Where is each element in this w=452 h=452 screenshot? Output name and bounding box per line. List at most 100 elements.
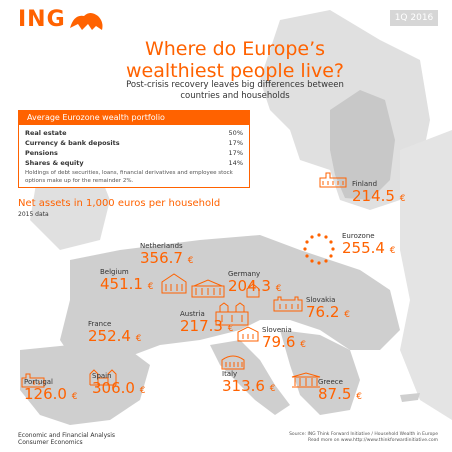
country-slovenia: Slovenia 79.6 € bbox=[262, 326, 306, 353]
currency-symbol: € bbox=[344, 310, 350, 320]
country-value: 79.6 € bbox=[262, 334, 306, 353]
country-name: Finland bbox=[352, 180, 378, 188]
footer-source-line: Source: ING Think Forward Initiative / H… bbox=[289, 432, 438, 437]
country-value: 306.0 € bbox=[92, 380, 145, 399]
portfolio-heading: Average Eurozone wealth portfolio bbox=[19, 111, 249, 125]
currency-symbol: € bbox=[399, 194, 406, 204]
country-germany: Germany 204.3 € bbox=[228, 270, 281, 297]
value-number: 76.2 bbox=[306, 303, 340, 321]
country-value: 451.1 € bbox=[100, 276, 153, 295]
eurozone-stars-icon bbox=[303, 233, 335, 265]
country-austria: Austria 217.3 € bbox=[180, 310, 233, 337]
germany-landmark-icon bbox=[191, 279, 225, 298]
country-value: 214.5 € bbox=[352, 188, 405, 207]
currency-symbol: € bbox=[135, 334, 142, 344]
currency-symbol: € bbox=[389, 246, 396, 256]
country-value: 126.0 € bbox=[24, 386, 77, 405]
country-value: 252.4 € bbox=[88, 328, 141, 347]
value-number: 204.3 bbox=[228, 277, 271, 295]
footer-line-2: Consumer Economics bbox=[18, 439, 83, 446]
currency-symbol: € bbox=[227, 324, 234, 334]
value-number: 252.4 bbox=[88, 327, 131, 345]
country-name: Portugal bbox=[24, 378, 53, 386]
country-value: 313.6 € bbox=[222, 378, 275, 397]
page-subtitle: Post-crisis recovery leaves big differen… bbox=[100, 80, 370, 102]
country-eurozone: Eurozone 255.4 € bbox=[342, 232, 395, 259]
portfolio-box: Average Eurozone wealth portfolio Real e… bbox=[18, 110, 250, 188]
portfolio-row-value: 17% bbox=[228, 149, 243, 157]
country-france: France 252.4 € bbox=[88, 320, 141, 347]
portugal-landmark-icon bbox=[21, 373, 45, 388]
value-number: 356.7 bbox=[140, 249, 183, 267]
footer-source: Source: ING Think Forward Initiative / H… bbox=[268, 432, 438, 444]
value-number: 255.4 bbox=[342, 239, 385, 257]
country-value: 87.5 € bbox=[318, 386, 362, 405]
portfolio-note: Holdings of debt securities, loans, fina… bbox=[25, 170, 233, 184]
greece-landmark-icon bbox=[291, 372, 321, 388]
value-number: 306.0 bbox=[92, 379, 135, 397]
currency-symbol: € bbox=[356, 392, 362, 402]
country-value: 76.2 € bbox=[306, 304, 350, 323]
finland-landmark-icon bbox=[319, 172, 347, 188]
portfolio-row-label: Currency & bank deposits bbox=[25, 139, 120, 147]
portfolio-row-value: 17% bbox=[228, 139, 243, 147]
spain-landmark-icon bbox=[89, 369, 117, 386]
slovakia-landmark-icon bbox=[273, 296, 303, 312]
country-name: Slovakia bbox=[306, 296, 336, 304]
portfolio-row: Real estate 50% bbox=[25, 129, 243, 138]
value-number: 79.6 bbox=[262, 333, 296, 351]
currency-symbol: € bbox=[187, 256, 194, 266]
portfolio-row-value: 50% bbox=[228, 129, 243, 137]
footer-link[interactable]: Read more on www.http://www.thinkforward… bbox=[308, 438, 438, 443]
footer-left: Economic and Financial Analysis Consumer… bbox=[18, 432, 115, 446]
country-netherlands: Netherlands 356.7 € bbox=[140, 242, 193, 269]
title-line-1: Where do Europe’s bbox=[144, 38, 326, 60]
country-value: 204.3 € bbox=[228, 278, 281, 297]
net-assets-subtitle: 2015 data bbox=[18, 211, 49, 218]
slovenia-landmark-icon bbox=[237, 326, 259, 342]
currency-symbol: € bbox=[147, 282, 154, 292]
country-name: Germany bbox=[228, 270, 261, 278]
subtitle-line-1: Post-crisis recovery leaves big differen… bbox=[126, 80, 344, 90]
currency-symbol: € bbox=[300, 340, 306, 350]
currency-symbol: € bbox=[275, 284, 282, 294]
value-number: 87.5 bbox=[318, 385, 352, 403]
value-number: 214.5 bbox=[352, 187, 395, 205]
country-greece: Greece 87.5 € bbox=[318, 378, 362, 405]
currency-symbol: € bbox=[269, 384, 276, 394]
country-name: France bbox=[88, 320, 112, 328]
country-finland: Finland 214.5 € bbox=[352, 180, 405, 207]
country-spain: Spain 306.0 € bbox=[92, 372, 145, 399]
portfolio-row-label: Shares & equity bbox=[25, 159, 84, 167]
portfolio-row: Shares & equity 14% bbox=[25, 159, 243, 168]
country-name: Slovenia bbox=[262, 326, 292, 334]
country-name: Spain bbox=[92, 372, 112, 380]
portfolio-row: Pensions 17% bbox=[25, 149, 243, 158]
value-number: 313.6 bbox=[222, 377, 265, 395]
ing-logo-text: ING bbox=[18, 7, 66, 32]
portfolio-row-label: Real estate bbox=[25, 129, 67, 137]
italy-landmark-icon bbox=[221, 355, 245, 370]
country-slovakia: Slovakia 76.2 € bbox=[306, 296, 350, 323]
currency-symbol: € bbox=[139, 386, 146, 396]
country-name: Greece bbox=[318, 378, 343, 386]
country-name: Austria bbox=[180, 310, 205, 318]
country-italy: Italy 313.6 € bbox=[222, 370, 275, 397]
ing-lion-icon bbox=[70, 13, 103, 30]
footer-line-1: Economic and Financial Analysis bbox=[18, 432, 116, 439]
belgium-landmark-icon bbox=[161, 273, 187, 294]
austria-landmark-icon bbox=[215, 302, 249, 326]
netherlands-landmark-icon bbox=[246, 282, 260, 298]
value-number: 217.3 bbox=[180, 317, 223, 335]
value-number: 451.1 bbox=[100, 275, 143, 293]
currency-symbol: € bbox=[71, 392, 78, 402]
subtitle-line-2: countries and households bbox=[180, 91, 290, 101]
net-assets-title: Net assets in 1,000 euros per household bbox=[18, 198, 221, 209]
country-value: 356.7 € bbox=[140, 250, 193, 269]
title-line-2: wealthiest people live? bbox=[125, 60, 345, 82]
country-name: Eurozone bbox=[342, 232, 375, 240]
value-number: 126.0 bbox=[24, 385, 67, 403]
country-name: Italy bbox=[222, 370, 238, 378]
country-name: Belgium bbox=[100, 268, 129, 276]
page-title: Where do Europe’s wealthiest people live… bbox=[90, 38, 380, 82]
